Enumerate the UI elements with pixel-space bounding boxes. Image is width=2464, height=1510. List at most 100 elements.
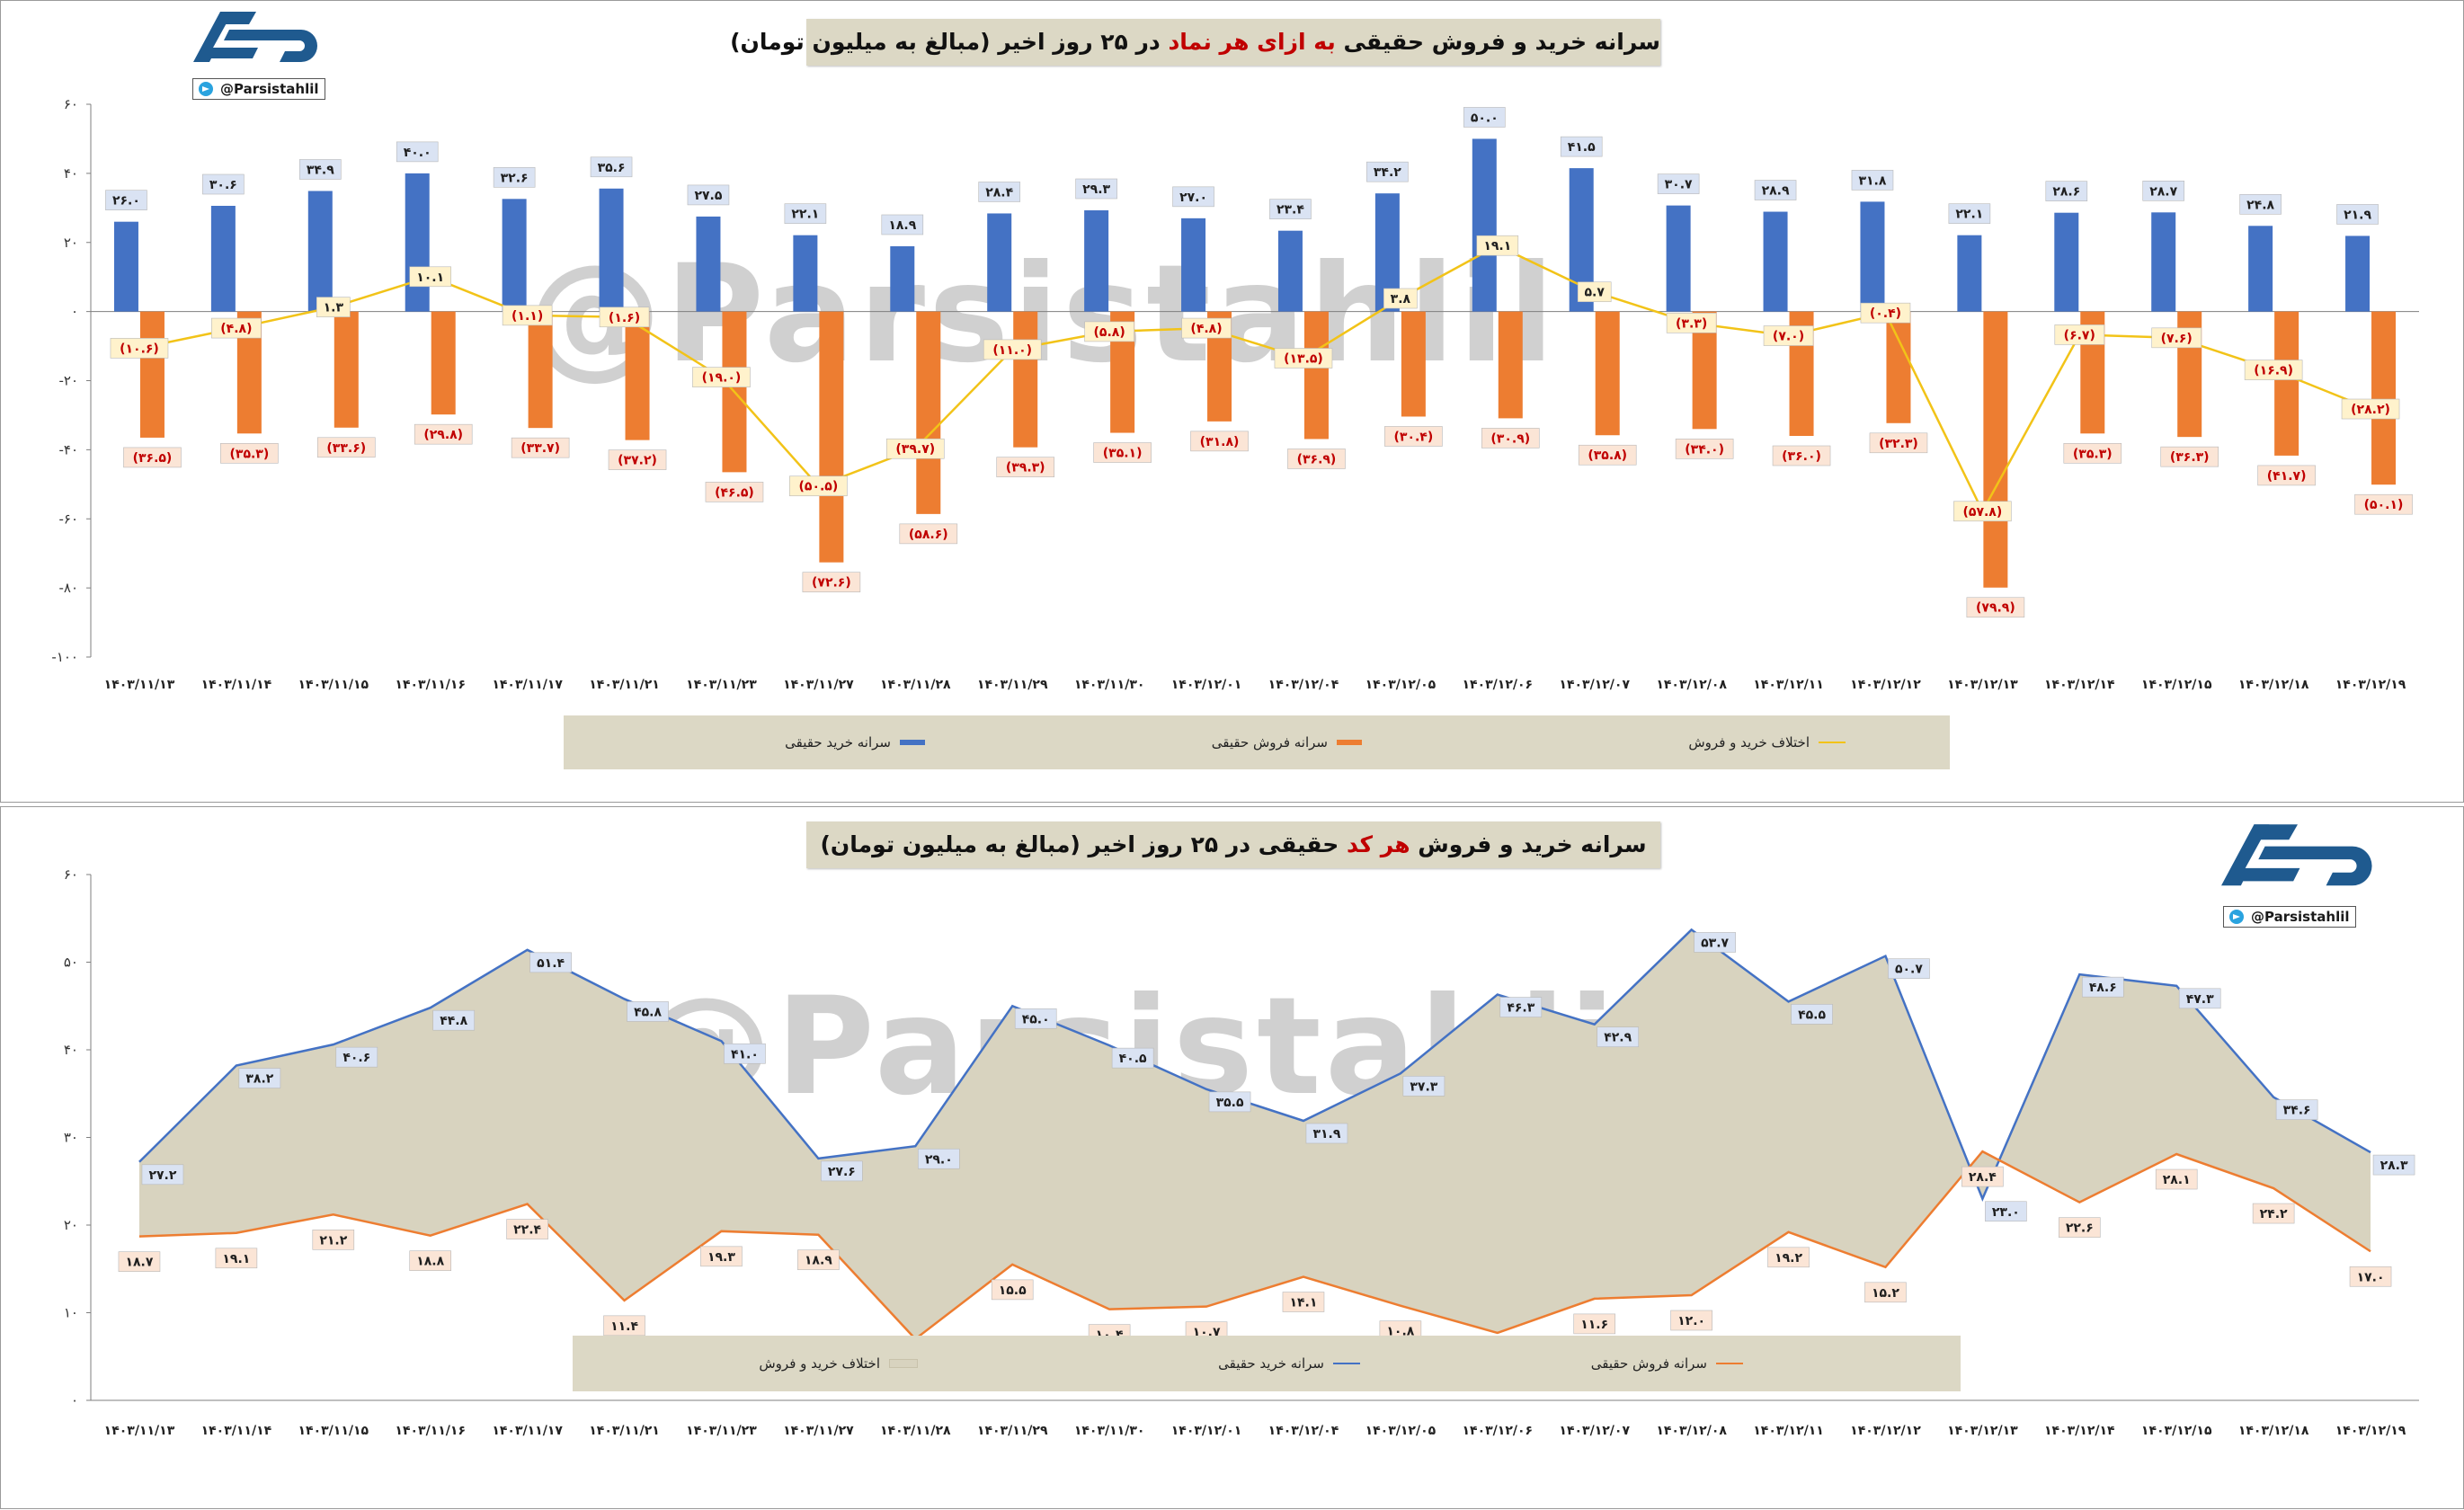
data-label-buy-group: ۲۷.۰ — [1172, 186, 1214, 208]
bar-buy — [1957, 235, 1982, 312]
data-label-sell: ۱۲.۰ — [1677, 1314, 1705, 1328]
data-label-sell: ۱۱.۶ — [1580, 1318, 1608, 1332]
bar-line-chart: ۶۰ ۴۰ ۲۰ ۰ -۲۰ -۴۰ -۶۰ -۸۰ -۱۰۰ ۱۴۰۳/۱۱/۱۳ ۱۴۰۳/۱۱… — [51, 96, 2419, 692]
legend-item-buy: سرانه خرید حقیقی — [1218, 1336, 1360, 1391]
data-label-sell-group: ۱۹.۳ — [700, 1246, 743, 1267]
data-label-sell: ۱۸.۹ — [805, 1254, 832, 1268]
x-tick-label: ۱۴۰۳/۱۱/۱۶ — [395, 678, 466, 692]
y-tick-label: ۲۰ — [64, 235, 78, 251]
data-label-buy-bg — [1948, 203, 1991, 224]
data-label-buy-bg — [2239, 194, 2282, 215]
data-label-buy: ۳۵.۶ — [598, 161, 626, 175]
data-label-diff: (۱۰.۶) — [120, 342, 159, 356]
data-label-diff: (۷.۶) — [2161, 332, 2193, 346]
data-label-buy: ۳۴.۶ — [2283, 1104, 2311, 1118]
data-label-buy-bg — [1985, 1201, 2027, 1222]
data-label-sell-bg — [1675, 439, 1734, 459]
data-label-diff-bg — [2151, 327, 2202, 349]
bar-sell — [1401, 311, 1426, 417]
data-label-buy-bg — [396, 141, 439, 163]
data-label-sell-bg — [1578, 444, 1637, 466]
data-label-sell-bg — [2063, 443, 2122, 464]
data-label-sell: ۱۱.۴ — [610, 1319, 638, 1334]
data-label-buy-group: ۵۱.۴ — [529, 952, 572, 973]
x-tick-label: ۱۴۰۳/۱۲/۱۲ — [1850, 1424, 1921, 1438]
data-label-diff-bg — [110, 338, 169, 359]
data-label-diff-bg — [316, 297, 351, 317]
data-label-sell: (۳۵.۳) — [2073, 447, 2113, 461]
x-tick-label: ۱۴۰۳/۱۱/۲۱ — [589, 678, 660, 692]
data-label-buy: ۵۱.۴ — [537, 956, 565, 971]
data-label-diff: ۱۹.۱ — [1483, 239, 1511, 253]
data-label-sell: (۳۳.۶) — [326, 441, 366, 456]
data-label-sell: (۳۶.۰) — [1782, 449, 1821, 464]
data-label-sell-bg — [409, 1250, 452, 1272]
telegram-handle: @Parsistahlil — [2223, 906, 2356, 928]
data-label-sell-bg — [1282, 1292, 1325, 1312]
data-label-diff-group: (۱.۶) — [599, 306, 650, 328]
data-label-sell-bg — [2257, 465, 2316, 486]
data-label-buy-bg — [238, 1068, 281, 1088]
data-label-buy-bg — [2275, 1099, 2318, 1120]
data-label-buy: ۳۱.۹ — [1312, 1127, 1340, 1141]
bar-sell — [1303, 311, 1329, 440]
data-label-diff-bg — [2244, 360, 2303, 380]
data-label-buy-group: ۲۸.۴ — [978, 182, 1021, 202]
data-label-buy-group: ۲۳.۴ — [1269, 199, 1312, 219]
data-label-diff-group: (۵۰.۵) — [789, 475, 848, 497]
bar-buy — [2248, 226, 2273, 312]
data-label-buy-bg — [2372, 1154, 2415, 1176]
bar-buy — [890, 245, 915, 312]
data-label-buy-group: ۴۰.۵ — [1111, 1047, 1154, 1069]
data-label-buy: ۴۵.۸ — [634, 1005, 662, 1019]
data-label-buy: ۴۰.۰ — [404, 146, 431, 160]
bar-buy — [1277, 230, 1303, 312]
data-label-diff-bg — [1084, 321, 1134, 342]
data-label-buy: ۴۵.۰ — [1022, 1012, 1050, 1026]
bar-sell — [1013, 311, 1038, 448]
data-label-diff-bg — [502, 305, 553, 326]
data-label-buy: ۳۵.۵ — [1216, 1096, 1244, 1110]
data-label-buy-bg — [202, 173, 245, 195]
data-label-diff-bg — [1476, 235, 1519, 256]
y-tick-label: -۱۰۰ — [51, 649, 78, 665]
data-label-buy: ۲۷.۰ — [1179, 191, 1207, 205]
data-label-buy-group: ۴۰.۶ — [335, 1046, 378, 1068]
data-label-diff-bg — [599, 306, 650, 328]
x-tick-label: ۱۴۰۳/۱۱/۳۰ — [1074, 678, 1145, 692]
bar-buy — [793, 235, 818, 312]
data-label-sell-bg — [316, 437, 376, 458]
data-label-buy-group: ۳۰.۷ — [1657, 173, 1700, 194]
bar-buy — [502, 199, 527, 312]
x-tick-label: ۱۴۰۳/۱۲/۱۴ — [2044, 1424, 2115, 1438]
logo-mark-icon — [2221, 824, 2372, 886]
data-label-sell-group: (۳۲.۳) — [1869, 432, 1928, 454]
x-tick-label: ۱۴۰۳/۱۱/۲۷ — [783, 678, 854, 692]
data-label-diff-bg — [1763, 325, 1814, 346]
chart-panel-per-symbol: @Parsistahlil @Parsistahlil سرانه خرید و… — [0, 0, 2464, 803]
data-label-buy-bg — [1366, 161, 1409, 182]
data-label-buy: ۲۳.۰ — [1992, 1205, 2020, 1220]
x-tick-label: ۱۴۰۳/۱۱/۲۳ — [686, 1424, 757, 1438]
data-label-sell-group: (۳۰.۹) — [1481, 428, 1540, 449]
data-label-sell-bg — [802, 572, 861, 592]
data-label-sell: (۳۰.۹) — [1490, 431, 1530, 446]
data-label-buy-group: ۲۹.۳ — [1075, 178, 1117, 200]
data-label-buy-group: ۳۰.۶ — [202, 173, 245, 195]
title-highlight: هر کد — [1347, 831, 1410, 857]
bar-buy — [987, 213, 1012, 312]
bar-buy — [599, 188, 624, 312]
data-label-sell-group: ۱۹.۲ — [1767, 1247, 1810, 1268]
data-label-diff-group: (۶.۷) — [2054, 324, 2105, 345]
data-label-diff: (۳۹.۷) — [895, 442, 935, 457]
data-label-buy-group: ۳۸.۲ — [238, 1068, 281, 1088]
data-label-sell-group: ۱۸.۷ — [118, 1251, 161, 1272]
bar-sell — [1595, 311, 1620, 436]
y-tick-label: ۴۰ — [64, 1042, 78, 1058]
data-label-buy-bg — [2081, 976, 2124, 998]
x-tick-label: ۱۴۰۳/۱۱/۱۳ — [104, 1424, 175, 1438]
data-label-sell: ۲۴.۲ — [2260, 1207, 2288, 1221]
data-label-buy-group: ۳۷.۳ — [1402, 1076, 1445, 1097]
data-label-diff-group: (۱۳.۵) — [1274, 348, 1333, 369]
legend-swatch-diff — [889, 1359, 918, 1368]
